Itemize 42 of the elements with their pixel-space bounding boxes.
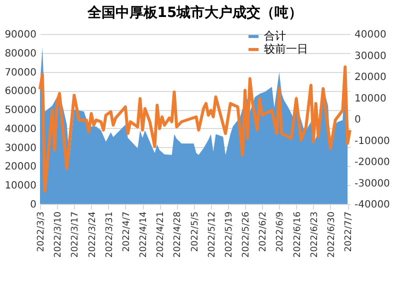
y-tick-label: 0 xyxy=(30,200,36,210)
x-tick-label: 2022/3/17 xyxy=(70,212,81,258)
x-tick-label: 2022/4/14 xyxy=(139,211,150,258)
x-tick-label: 2022/3/3 xyxy=(36,212,46,252)
y-tick-label: 70000 xyxy=(4,67,36,78)
x-tick-label: 2022/5/19 xyxy=(224,211,234,258)
x-tick-label: 2022/6/9 xyxy=(276,211,286,252)
y-tick-label: 80000 xyxy=(4,48,36,60)
x-tick-label: 2022/4/28 xyxy=(173,211,184,258)
legend-label: 合计 xyxy=(264,30,286,42)
legend-label: 较前一日 xyxy=(264,42,308,56)
y2-tick-label: -20000 xyxy=(354,157,390,168)
x-tick-label: 2022/5/26 xyxy=(242,211,252,258)
y2-tick-label: -40000 xyxy=(354,200,390,210)
x-tick-label: 2022/6/30 xyxy=(326,211,337,258)
x-tick-label: 2022/6/16 xyxy=(292,211,303,258)
x-tick-label: 2022/6/23 xyxy=(310,212,320,258)
y-tick-label: 90000 xyxy=(4,30,36,40)
x-tick-label: 2022/5/5 xyxy=(190,212,200,252)
y-tick-label: 10000 xyxy=(4,180,36,192)
x-tick-label: 2022/6/2 xyxy=(258,212,269,252)
y2-tick-label: 30000 xyxy=(354,50,386,62)
x-tick-label: 2022/3/31 xyxy=(104,212,115,258)
y-tick-label: 40000 xyxy=(4,124,36,135)
x-tick-label: 2022/3/10 xyxy=(54,211,64,258)
y2-tick-label: 20000 xyxy=(354,72,386,83)
x-tick-label: 2022/4/7 xyxy=(122,212,132,252)
x-tick-label: 2022/7/7 xyxy=(344,212,354,252)
y2-tick-label: 10000 xyxy=(354,93,386,104)
y2-tick-label: -10000 xyxy=(354,136,390,147)
y2-tick-label: 40000 xyxy=(354,30,386,40)
x-tick-label: 2022/4/21 xyxy=(156,212,166,258)
y-tick-label: 60000 xyxy=(4,86,36,98)
y-tick-label: 50000 xyxy=(4,105,36,116)
y2-tick-label: -30000 xyxy=(354,178,390,190)
y2-tick-label: 0 xyxy=(354,114,361,126)
chart-title: 全国中厚板15城市大户成交（吨） xyxy=(86,4,303,21)
y-tick-label: 30000 xyxy=(4,142,36,154)
line-series xyxy=(38,65,352,193)
x-tick-label: 2022/3/24 xyxy=(88,211,98,258)
y-tick-label: 20000 xyxy=(4,162,36,173)
x-tick-label: 2022/5/12 xyxy=(207,212,218,258)
